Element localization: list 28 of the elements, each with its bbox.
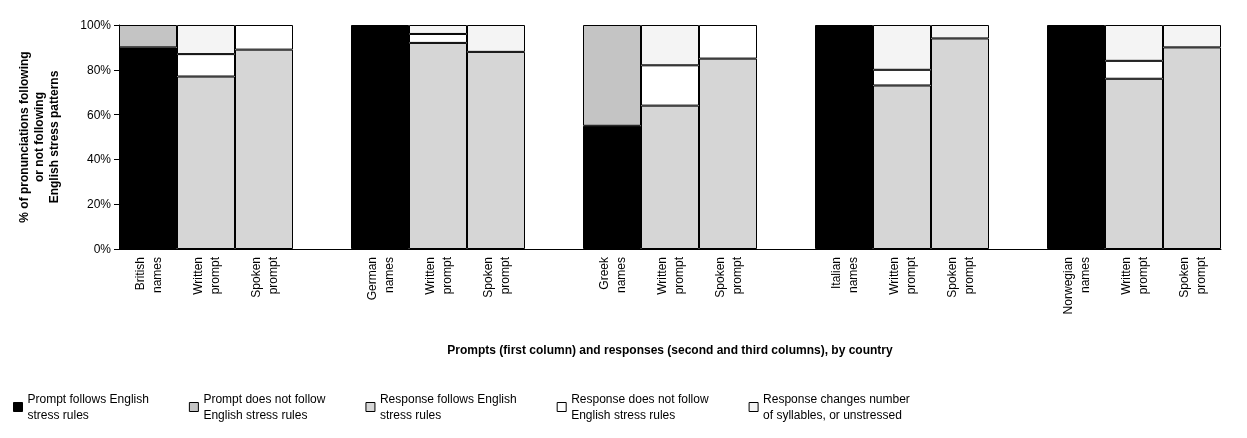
x-tick-label: Norwegian names xyxy=(1060,257,1092,315)
x-tick-label: Greek names xyxy=(596,256,628,294)
y-tick-label: 20% xyxy=(86,197,112,212)
x-axis-title: Prompts (first column) and responses (second and third columns), by country xyxy=(447,343,894,357)
x-tick-label: Written prompt xyxy=(190,256,222,295)
y-axis-title: % of pronunciations following or not following English stress patterns xyxy=(16,51,61,223)
legend-label: Response changes number of syllables, or unstressed xyxy=(763,392,910,422)
x-tick-label: Spoken prompt xyxy=(944,256,976,298)
y-tick-label: 0% xyxy=(93,242,112,256)
x-tick-label: Written prompt xyxy=(886,256,918,295)
y-tick-label: 60% xyxy=(86,107,112,122)
legend-label: Response follows English stress rules xyxy=(379,392,517,422)
x-tick-label: Written prompt xyxy=(654,256,686,295)
x-tick-label: Written prompt xyxy=(1118,256,1150,295)
x-tick-label: Spoken prompt xyxy=(480,256,512,298)
y-tick-label: 80% xyxy=(86,62,112,77)
y-tick-label: 40% xyxy=(86,152,112,167)
legend-label: Response does not follow English stress rules xyxy=(571,392,709,422)
legend-label: Prompt follows English stress rules xyxy=(27,392,149,422)
x-tick-label: Italian names xyxy=(828,257,860,294)
x-tick-label: British names xyxy=(132,257,164,294)
x-tick-label: Spoken prompt xyxy=(248,256,280,298)
x-tick-label: German names xyxy=(364,257,396,301)
x-tick-label: Written prompt xyxy=(422,256,454,295)
legend-label: Prompt does not follow English stress rules xyxy=(203,392,326,422)
y-tick-label: 100% xyxy=(80,18,112,32)
x-tick-label: Spoken prompt xyxy=(712,256,744,298)
x-tick-label: Spoken prompt xyxy=(1176,256,1208,298)
